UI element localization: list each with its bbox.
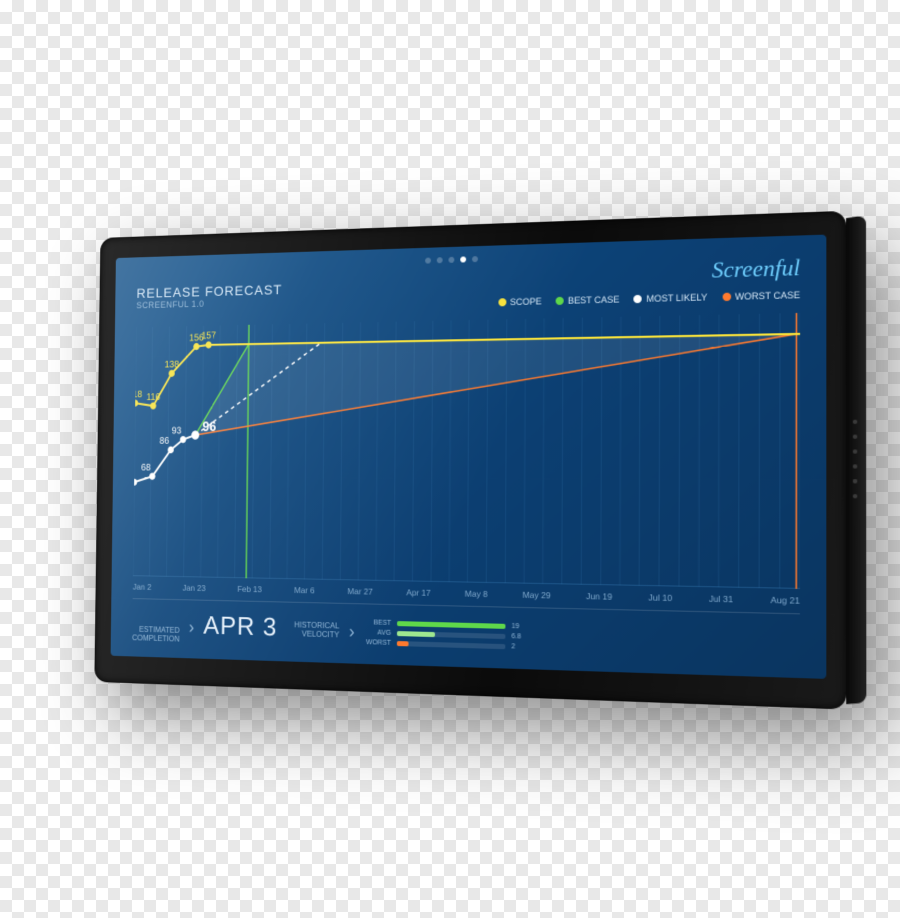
x-tick-label: Apr 17 — [406, 587, 430, 598]
forecast-chart: 1181161381561576468869396 — [133, 313, 800, 589]
svg-text:68: 68 — [141, 462, 151, 473]
estimated-completion: ESTIMATED COMPLETION › APR 3 — [132, 609, 277, 647]
x-tick-label: Feb 13 — [237, 584, 262, 594]
estimated-date: APR 3 — [203, 611, 277, 643]
x-tick-label: Aug 21 — [771, 595, 800, 606]
monitor-frame: Screenful RELEASE FORECAST SCREENFUL 1.0… — [94, 211, 846, 710]
velocity-label: HISTORICAL VELOCITY — [294, 622, 339, 641]
legend-label: WORST CASE — [735, 290, 800, 302]
legend-dot-icon — [556, 297, 564, 305]
velocity-row: WORST2 — [364, 639, 529, 651]
legend-label: BEST CASE — [568, 294, 620, 305]
svg-text:86: 86 — [159, 436, 169, 447]
legend-dot-icon — [634, 295, 642, 303]
footer-bar: ESTIMATED COMPLETION › APR 3 HISTORICAL … — [132, 598, 800, 663]
estimated-label: ESTIMATED COMPLETION — [132, 626, 180, 644]
bezel-indicator-dots — [853, 420, 857, 499]
historical-velocity: HISTORICAL VELOCITY › BEST19AVG6.8WORST2 — [294, 617, 530, 650]
brand-logo: Screenful — [712, 254, 800, 284]
chart-legend: SCOPE BEST CASE MOST LIKELY WORST CASE — [498, 290, 800, 308]
chevron-right-icon: › — [349, 622, 355, 643]
x-tick-label: Mar 27 — [347, 586, 372, 596]
pager-dot[interactable] — [448, 257, 454, 263]
pager-dot[interactable] — [437, 257, 443, 263]
svg-text:118: 118 — [133, 389, 143, 400]
svg-text:93: 93 — [172, 425, 182, 436]
dashboard-screen: Screenful RELEASE FORECAST SCREENFUL 1.0… — [111, 235, 827, 679]
legend-label: SCOPE — [510, 296, 542, 307]
pager-dot[interactable] — [425, 258, 431, 264]
legend-dot-icon — [722, 293, 731, 301]
svg-text:157: 157 — [201, 331, 216, 342]
x-tick-label: Jul 31 — [709, 593, 733, 604]
legend-item: SCOPE — [498, 296, 542, 307]
monitor-bezel: Screenful RELEASE FORECAST SCREENFUL 1.0… — [94, 211, 846, 710]
x-tick-label: May 29 — [522, 590, 550, 601]
x-tick-label: Jan 23 — [182, 583, 205, 593]
legend-label: MOST LIKELY — [646, 292, 707, 304]
velocity-bars: BEST19AVG6.8WORST2 — [364, 619, 530, 651]
svg-text:96: 96 — [202, 418, 216, 434]
title-block: RELEASE FORECAST SCREENFUL 1.0 — [136, 282, 282, 311]
chevron-right-icon: › — [189, 618, 195, 638]
legend-item: MOST LIKELY — [634, 292, 708, 304]
legend-item: WORST CASE — [722, 290, 800, 302]
legend-dot-icon — [498, 298, 506, 306]
page-indicator[interactable] — [425, 256, 478, 264]
svg-text:116: 116 — [146, 392, 160, 403]
x-tick-label: Jul 10 — [648, 592, 672, 603]
pager-dot[interactable] — [472, 256, 478, 262]
svg-text:138: 138 — [165, 359, 180, 370]
x-tick-label: May 8 — [465, 589, 488, 600]
x-tick-label: Mar 6 — [294, 585, 315, 595]
x-tick-label: Jan 2 — [133, 582, 152, 592]
legend-item: BEST CASE — [556, 294, 620, 306]
x-tick-label: Jun 19 — [586, 591, 612, 602]
pager-dot[interactable] — [460, 256, 466, 262]
